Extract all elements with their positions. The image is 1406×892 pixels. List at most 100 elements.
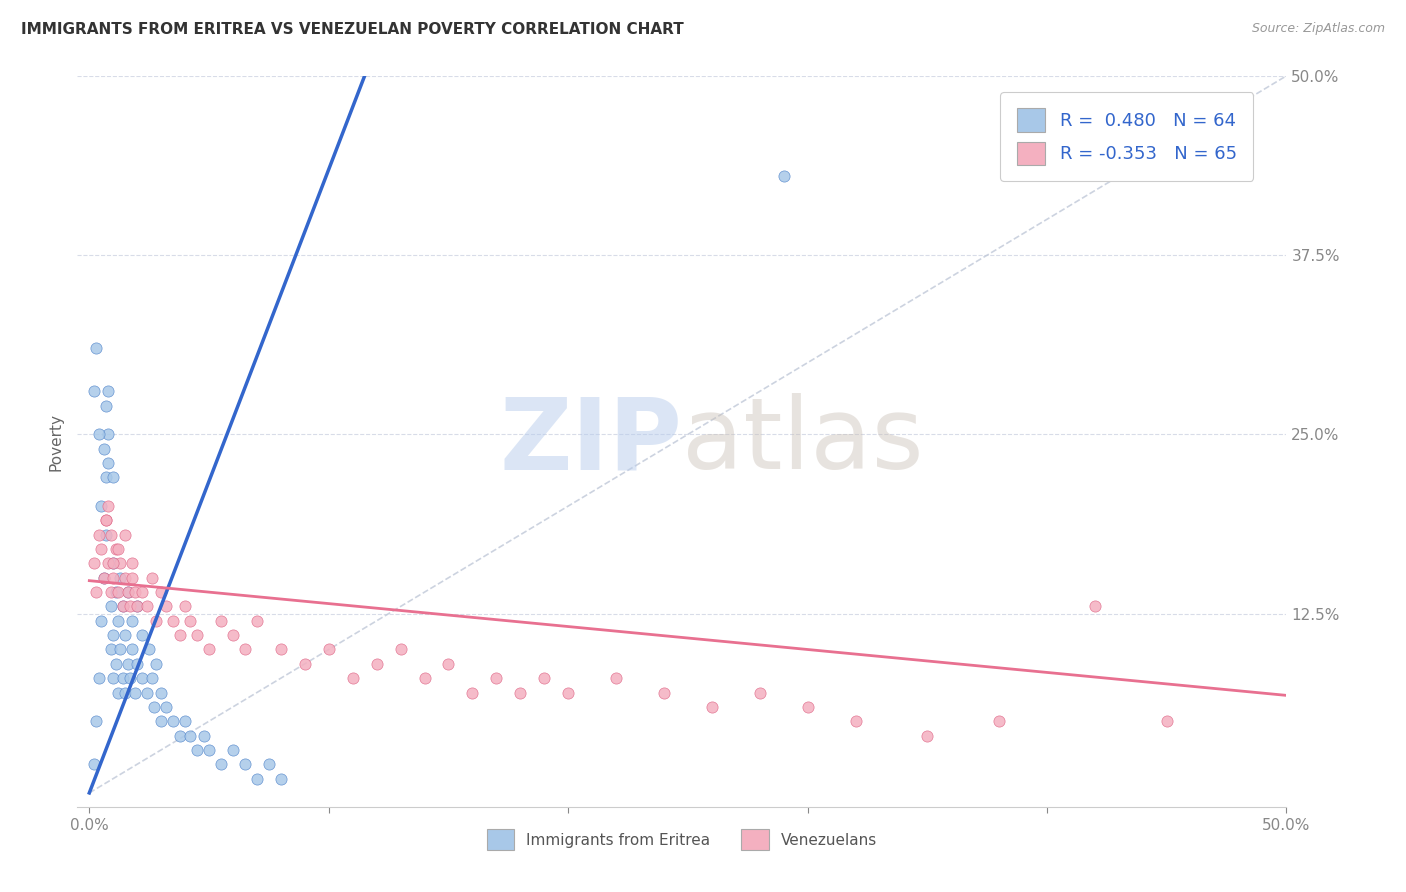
Point xyxy=(294,657,316,671)
Point xyxy=(150,714,173,729)
Point xyxy=(533,671,555,685)
Point xyxy=(107,685,129,699)
Point xyxy=(110,557,132,571)
Point xyxy=(97,499,120,513)
Point xyxy=(246,772,269,786)
Point xyxy=(111,599,134,614)
Point xyxy=(86,714,108,729)
Point xyxy=(104,585,127,599)
Point xyxy=(772,169,794,184)
Point xyxy=(93,571,115,585)
Legend: Immigrants from Eritrea, Venezuelans: Immigrants from Eritrea, Venezuelans xyxy=(479,822,884,858)
Point xyxy=(179,729,201,743)
Point xyxy=(121,614,143,628)
Point xyxy=(124,585,146,599)
Point xyxy=(1156,714,1178,729)
Point xyxy=(437,657,460,671)
Text: ZIP: ZIP xyxy=(499,393,682,490)
Point xyxy=(162,614,184,628)
Point xyxy=(174,714,197,729)
Point xyxy=(103,671,125,685)
Point xyxy=(110,571,132,585)
Y-axis label: Poverty: Poverty xyxy=(48,412,63,471)
Point xyxy=(83,384,105,399)
Point xyxy=(97,384,120,399)
Point xyxy=(131,628,153,642)
Text: IMMIGRANTS FROM ERITREA VS VENEZUELAN POVERTY CORRELATION CHART: IMMIGRANTS FROM ERITREA VS VENEZUELAN PO… xyxy=(21,22,683,37)
Point xyxy=(103,470,125,484)
Point xyxy=(186,743,208,757)
Point xyxy=(150,585,173,599)
Point xyxy=(366,657,388,671)
Point xyxy=(748,685,770,699)
Point xyxy=(135,599,157,614)
Point xyxy=(246,614,269,628)
Point xyxy=(209,757,232,772)
Point xyxy=(94,470,117,484)
Point xyxy=(141,671,163,685)
Point xyxy=(83,757,105,772)
Point xyxy=(145,657,167,671)
Point xyxy=(652,685,675,699)
Point xyxy=(111,671,134,685)
Text: atlas: atlas xyxy=(682,393,924,490)
Point xyxy=(117,585,139,599)
Point xyxy=(557,685,579,699)
Point xyxy=(141,571,163,585)
Point xyxy=(796,699,818,714)
Point xyxy=(100,642,122,657)
Point xyxy=(114,528,136,542)
Point xyxy=(97,557,120,571)
Point xyxy=(104,657,127,671)
Point xyxy=(103,557,125,571)
Point xyxy=(103,571,125,585)
Point xyxy=(111,599,134,614)
Point xyxy=(142,699,165,714)
Point xyxy=(94,513,117,527)
Point xyxy=(138,642,160,657)
Point xyxy=(118,671,141,685)
Point xyxy=(155,599,177,614)
Point xyxy=(270,642,292,657)
Point xyxy=(104,542,127,557)
Point xyxy=(844,714,866,729)
Point xyxy=(222,628,245,642)
Point xyxy=(174,599,197,614)
Point xyxy=(389,642,412,657)
Point xyxy=(94,528,117,542)
Point xyxy=(131,671,153,685)
Point xyxy=(135,685,157,699)
Point xyxy=(121,557,143,571)
Point xyxy=(114,571,136,585)
Point xyxy=(94,399,117,413)
Point xyxy=(233,642,256,657)
Point xyxy=(209,614,232,628)
Point xyxy=(87,671,110,685)
Point xyxy=(169,628,191,642)
Point xyxy=(86,585,108,599)
Point xyxy=(342,671,364,685)
Point xyxy=(83,557,105,571)
Point xyxy=(117,585,139,599)
Point xyxy=(110,642,132,657)
Point xyxy=(127,599,149,614)
Point xyxy=(150,685,173,699)
Point xyxy=(413,671,436,685)
Point xyxy=(97,456,120,470)
Point xyxy=(100,599,122,614)
Point xyxy=(257,757,280,772)
Point xyxy=(114,685,136,699)
Point xyxy=(461,685,484,699)
Text: Source: ZipAtlas.com: Source: ZipAtlas.com xyxy=(1251,22,1385,36)
Point xyxy=(90,614,112,628)
Point xyxy=(117,657,139,671)
Point xyxy=(118,599,141,614)
Point xyxy=(988,714,1011,729)
Point xyxy=(90,542,112,557)
Point xyxy=(100,528,122,542)
Point xyxy=(97,427,120,442)
Point xyxy=(87,528,110,542)
Point xyxy=(145,614,167,628)
Point xyxy=(169,729,191,743)
Point xyxy=(103,557,125,571)
